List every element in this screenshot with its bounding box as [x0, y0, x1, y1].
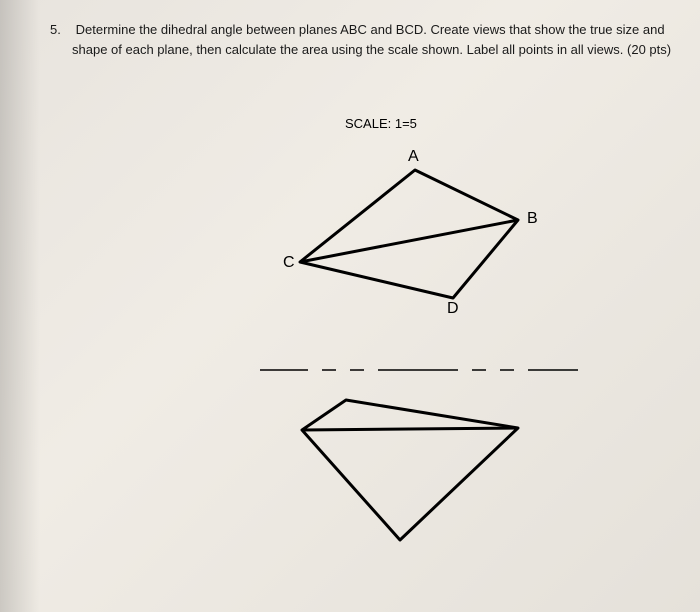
- front-view-outline: [302, 400, 518, 540]
- front-view-diagonal: [302, 428, 518, 430]
- top-view-outline: [300, 170, 518, 298]
- top-view-diagonal: [300, 220, 518, 262]
- front-view-group: [302, 400, 518, 540]
- top-view-group: [300, 170, 518, 298]
- drawing-svg: [0, 0, 700, 612]
